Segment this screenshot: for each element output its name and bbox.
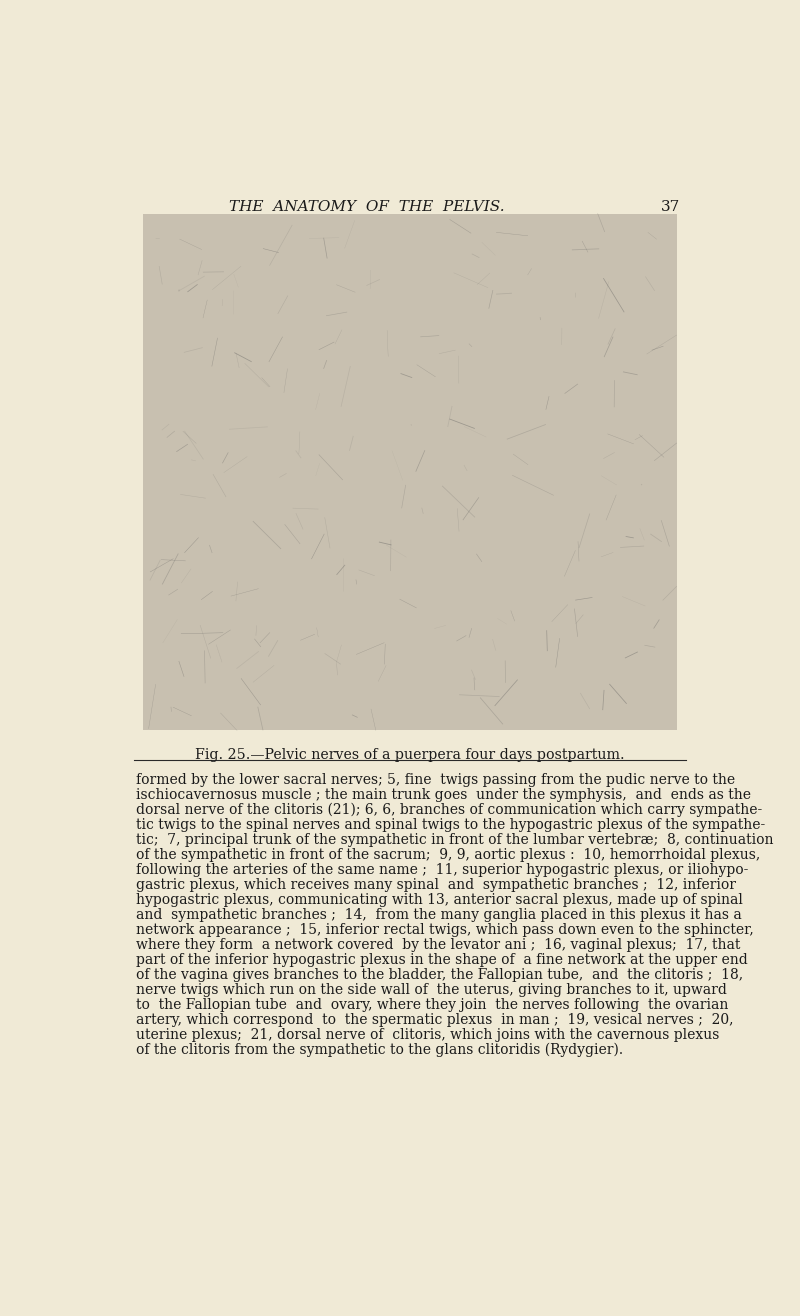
Text: following the arteries of the same name ;  11, superior hypogastric plexus, or i: following the arteries of the same name … [136,863,748,876]
Text: of the vagina gives branches to the bladder, the Fallopian tube,  and  the clito: of the vagina gives branches to the blad… [136,969,743,982]
Text: Fig. 25.—Pelvic nerves of a puerpera four days postpartum.: Fig. 25.—Pelvic nerves of a puerpera fou… [195,747,625,762]
Text: 37: 37 [661,200,680,215]
Text: tic twigs to the spinal nerves and spinal twigs to the hypogastric plexus of the: tic twigs to the spinal nerves and spina… [136,819,766,832]
FancyBboxPatch shape [143,213,677,730]
Text: of the clitoris from the sympathetic to the glans clitoridis (Rydygier).: of the clitoris from the sympathetic to … [136,1044,623,1057]
Text: nerve twigs which run on the side wall of  the uterus, giving branches to it, up: nerve twigs which run on the side wall o… [136,983,727,998]
Text: part of the inferior hypogastric plexus in the shape of  a fine network at the u: part of the inferior hypogastric plexus … [136,953,748,967]
Text: formed by the lower sacral nerves; 5, fine  twigs passing from the pudic nerve t: formed by the lower sacral nerves; 5, fi… [136,772,735,787]
Text: THE  ANATOMY  OF  THE  PELVIS.: THE ANATOMY OF THE PELVIS. [229,200,505,215]
Text: to  the Fallopian tube  and  ovary, where they join  the nerves following  the o: to the Fallopian tube and ovary, where t… [136,998,728,1012]
Text: hypogastric plexus, communicating with 13, anterior sacral plexus, made up of sp: hypogastric plexus, communicating with 1… [136,894,743,907]
Text: ischiocavernosus muscle ; the main trunk goes  under the symphysis,  and  ends a: ischiocavernosus muscle ; the main trunk… [136,788,751,801]
Text: artery, which correspond  to  the spermatic plexus  in man ;  19, vesical nerves: artery, which correspond to the spermati… [136,1013,734,1026]
Text: uterine plexus;  21, dorsal nerve of  clitoris, which joins with the cavernous p: uterine plexus; 21, dorsal nerve of clit… [136,1028,719,1042]
Text: tic;  7, principal trunk of the sympathetic in front of the lumbar vertebræ;  8,: tic; 7, principal trunk of the sympathet… [136,833,774,848]
Text: network appearance ;  15, inferior rectal twigs, which pass down even to the sph: network appearance ; 15, inferior rectal… [136,923,754,937]
Text: gastric plexus, which receives many spinal  and  sympathetic branches ;  12, inf: gastric plexus, which receives many spin… [136,878,736,892]
Text: of the sympathetic in front of the sacrum;  9, 9, aortic plexus :  10, hemorrhoi: of the sympathetic in front of the sacru… [136,848,760,862]
Text: and  sympathetic branches ;  14,  from the many ganglia placed in this plexus it: and sympathetic branches ; 14, from the … [136,908,742,923]
Text: where they form  a network covered  by the levator ani ;  16, vaginal plexus;  1: where they form a network covered by the… [136,938,740,951]
Text: dorsal nerve of the clitoris (21); 6, 6, branches of communication which carry s: dorsal nerve of the clitoris (21); 6, 6,… [136,803,762,817]
